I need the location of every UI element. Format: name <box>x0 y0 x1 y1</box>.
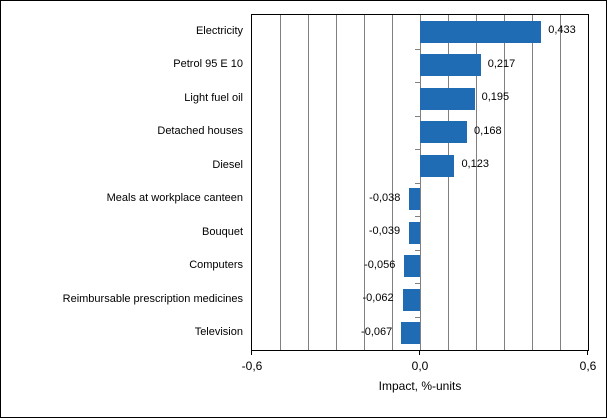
category-tick <box>415 82 420 83</box>
category-label: Computers <box>189 259 243 272</box>
gridline <box>531 15 533 350</box>
x-axis-tick-label: -0,6 <box>241 359 263 373</box>
gridline <box>307 15 309 350</box>
gridline <box>363 15 365 350</box>
gridline <box>475 15 477 350</box>
gridline <box>447 15 449 350</box>
value-label: -0,067 <box>361 325 393 338</box>
value-label: -0,056 <box>364 258 396 271</box>
value-label: -0,039 <box>368 225 401 238</box>
gridline <box>559 15 561 350</box>
category-tick <box>415 149 420 150</box>
x-axis-title: Impact, %-units <box>378 379 462 393</box>
category-tick <box>415 316 420 318</box>
bar <box>420 54 481 77</box>
category-tick <box>415 115 420 117</box>
gridline <box>419 15 421 350</box>
gridline <box>279 15 281 350</box>
category-tick <box>415 283 420 284</box>
category-tick <box>415 182 420 184</box>
bar <box>409 188 420 211</box>
category-label: Diesel <box>212 158 243 171</box>
category-label: Reimbursable prescription medicines <box>62 292 243 305</box>
bar <box>420 121 468 144</box>
category-label: Television <box>194 326 243 339</box>
gridline <box>391 15 393 350</box>
category-tick <box>415 216 420 217</box>
gridline <box>335 15 337 350</box>
value-label: -0,062 <box>362 292 394 305</box>
value-label: 0,123 <box>461 158 489 171</box>
value-label: 0,217 <box>487 57 516 70</box>
value-label: 0,168 <box>474 124 502 137</box>
category-label: Petrol 95 E 10 <box>173 58 243 71</box>
gridline <box>503 15 505 350</box>
bar <box>420 154 455 177</box>
x-axis-tick-label: 0,0 <box>411 359 429 373</box>
category-label: Light fuel oil <box>184 91 243 104</box>
x-axis-tick-label: 0,6 <box>579 359 597 373</box>
category-label: Detached houses <box>157 125 243 138</box>
category-label: Meals at workplace canteen <box>106 192 243 205</box>
plot-area <box>251 14 589 351</box>
bar <box>409 221 420 244</box>
bar <box>420 87 475 110</box>
bar <box>402 288 420 311</box>
category-tick <box>415 48 420 50</box>
bar <box>401 322 420 345</box>
x-axis-tick <box>251 350 252 355</box>
x-axis-tick <box>419 350 420 355</box>
value-label: 0,195 <box>481 91 510 104</box>
value-label: -0,038 <box>369 191 401 204</box>
bar <box>404 255 420 278</box>
category-label: Electricity <box>195 24 243 37</box>
x-axis-tick <box>587 350 588 355</box>
bar <box>420 20 542 43</box>
category-tick <box>415 249 420 251</box>
category-label: Bouquet <box>202 225 243 238</box>
value-label: 0,433 <box>548 24 576 37</box>
